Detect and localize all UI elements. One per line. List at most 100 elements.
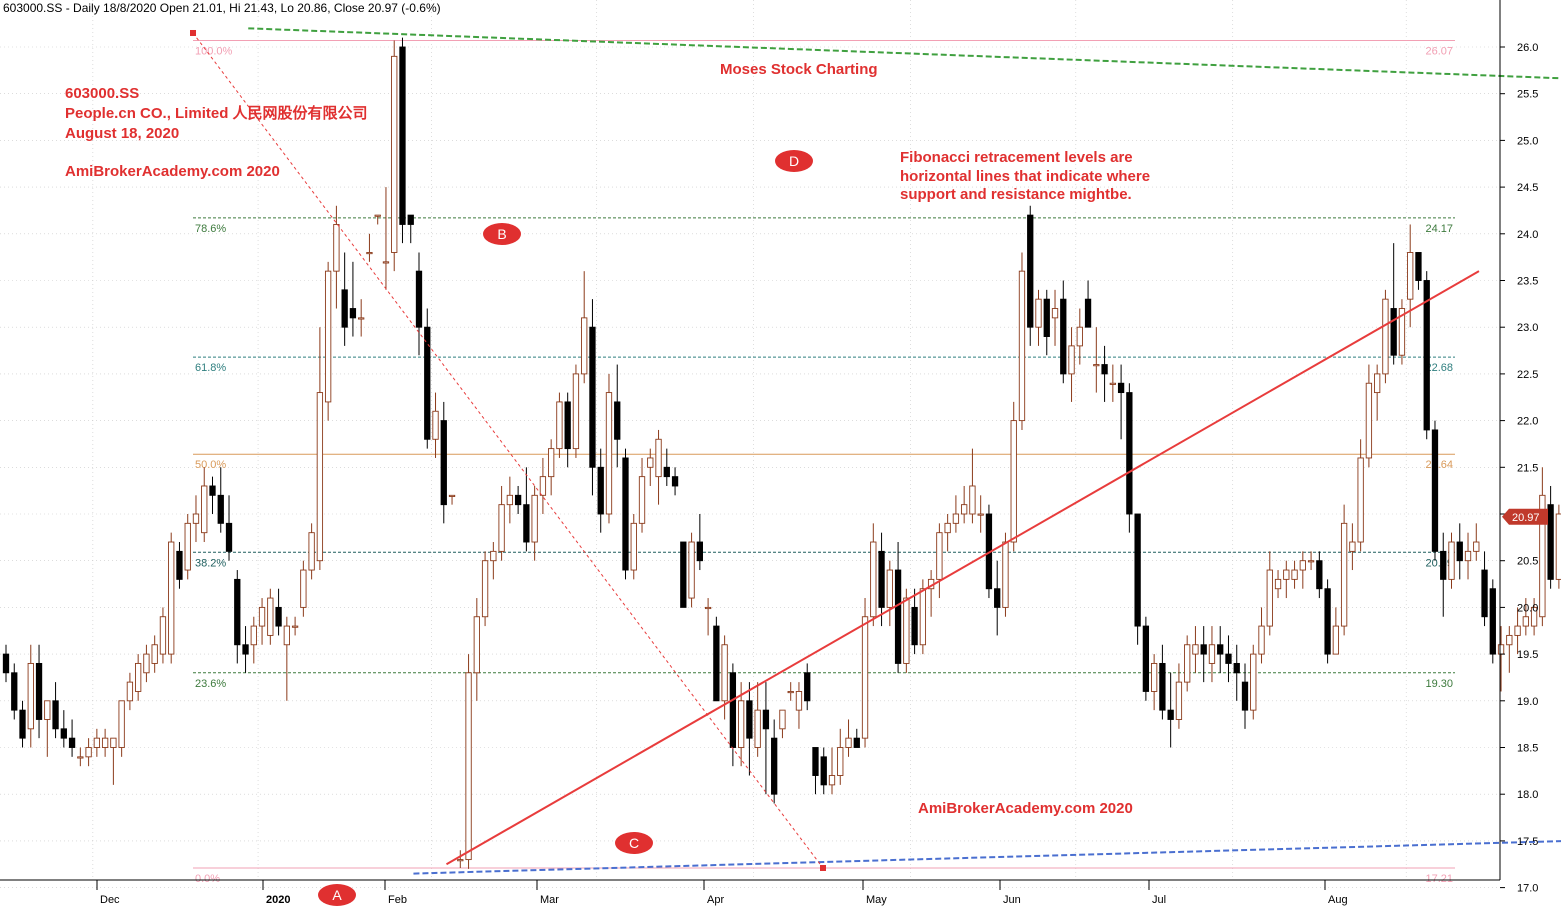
company-label: People.cn CO., Limited 人民网股份有限公司 (65, 104, 368, 122)
candle-body (1126, 392, 1133, 515)
candle-body (514, 494, 522, 506)
candle-body (820, 756, 827, 786)
candle-body (1134, 513, 1141, 627)
candle-body (919, 588, 927, 646)
candle-body (1431, 429, 1439, 552)
candle-body (93, 737, 101, 748)
candle-body (630, 522, 637, 571)
candle-body (1175, 681, 1183, 720)
candle-body (1316, 560, 1323, 590)
price-tick-label: 19.5 (1517, 649, 1538, 661)
trendline-wave-1 (445, 270, 1480, 866)
candle-body (1332, 625, 1340, 655)
candle-body (19, 709, 26, 739)
candle-body (1250, 653, 1257, 711)
candle-body (1440, 550, 1447, 580)
candle-body (994, 588, 1001, 608)
candle-body (382, 261, 390, 264)
candle-body (622, 457, 629, 571)
point-b-marker: B (483, 223, 521, 245)
candle-body (911, 606, 918, 646)
candle-body (300, 569, 307, 608)
candle-body (135, 662, 142, 692)
price-tick-label: 18.0 (1517, 789, 1538, 801)
candle-body (217, 494, 224, 524)
candle-body (391, 55, 398, 253)
candle-body (465, 672, 472, 861)
time-tick-label: Aug (1328, 894, 1348, 906)
candle-body (1423, 280, 1430, 431)
fib-pct-label: 78.6% (195, 223, 226, 235)
candle-body (225, 522, 233, 552)
candle-body (812, 747, 819, 776)
fib-value-label: 19.30 (1425, 678, 1453, 690)
candle-body (1382, 298, 1389, 375)
candle-body (1043, 298, 1050, 337)
candle-body (1283, 569, 1290, 580)
time-tick-label: Feb (388, 894, 407, 906)
price-tick-label: 19.0 (1517, 696, 1538, 708)
price-tick-label: 20.5 (1517, 556, 1538, 568)
fib-note-line-1: Fibonacci retracement levels are (900, 149, 1133, 166)
candle-body (324, 270, 332, 403)
candle-body (192, 513, 200, 524)
candle-body (704, 606, 712, 610)
candle-body (1357, 457, 1364, 543)
candle-body (1390, 308, 1397, 356)
fib-pct-label: 0.0% (195, 873, 220, 885)
trendlines (190, 27, 1561, 875)
candle-body (275, 606, 282, 627)
price-tick-label: 24.5 (1517, 182, 1538, 194)
chart-header: 603000.SS - Daily 18/8/2020 Open 21.01, … (3, 1, 441, 15)
candle-body (1101, 364, 1108, 375)
price-tick-label: 22.0 (1517, 416, 1538, 428)
candle-body (1208, 644, 1216, 664)
candle-body (1076, 326, 1083, 347)
candle-body (952, 513, 960, 524)
candle-body (291, 625, 299, 628)
candle-body (490, 550, 497, 562)
candle-body (1109, 382, 1116, 385)
candle-body (126, 681, 134, 702)
candle-body (1159, 662, 1166, 711)
candle-body (234, 578, 241, 646)
candle-body (837, 747, 844, 776)
point-c-label: C (629, 835, 639, 851)
candle-body (481, 560, 489, 618)
price-tick-label: 17.0 (1517, 883, 1538, 895)
candle-body (1374, 373, 1381, 394)
candle-body (440, 420, 447, 506)
candle-body (432, 410, 439, 440)
candle-body (969, 485, 976, 515)
candle-body (110, 737, 117, 748)
candle-body (473, 616, 480, 674)
candle-body (209, 485, 216, 496)
candle-body (713, 625, 720, 702)
candle-body (1068, 345, 1075, 375)
candle-body (424, 326, 431, 440)
candle-body (1192, 644, 1199, 655)
candle-body (333, 224, 340, 272)
price-tick-label: 21.5 (1517, 462, 1538, 474)
candle-body (341, 289, 348, 328)
price-tick-label: 26.0 (1517, 42, 1538, 54)
candle-body (176, 550, 183, 580)
candle-body (581, 317, 588, 375)
candle-body (143, 653, 150, 674)
candle-body (1060, 298, 1067, 375)
candle-body (754, 709, 761, 748)
candle-body (1522, 616, 1529, 627)
candle-body (250, 625, 257, 646)
candle-body (614, 401, 621, 440)
candle-body (828, 775, 836, 786)
trendline-fib-diagonal (192, 32, 824, 869)
candle-body (316, 392, 324, 562)
time-axis: Dec 2020 Feb Mar Apr May Jun Jul Aug (0, 879, 1500, 906)
candle-body (1002, 541, 1009, 608)
candle-body (1497, 644, 1505, 655)
candle-body (771, 737, 778, 795)
candle-body (1117, 382, 1125, 394)
time-tick-label: May (866, 894, 887, 906)
candle-body (399, 46, 406, 225)
